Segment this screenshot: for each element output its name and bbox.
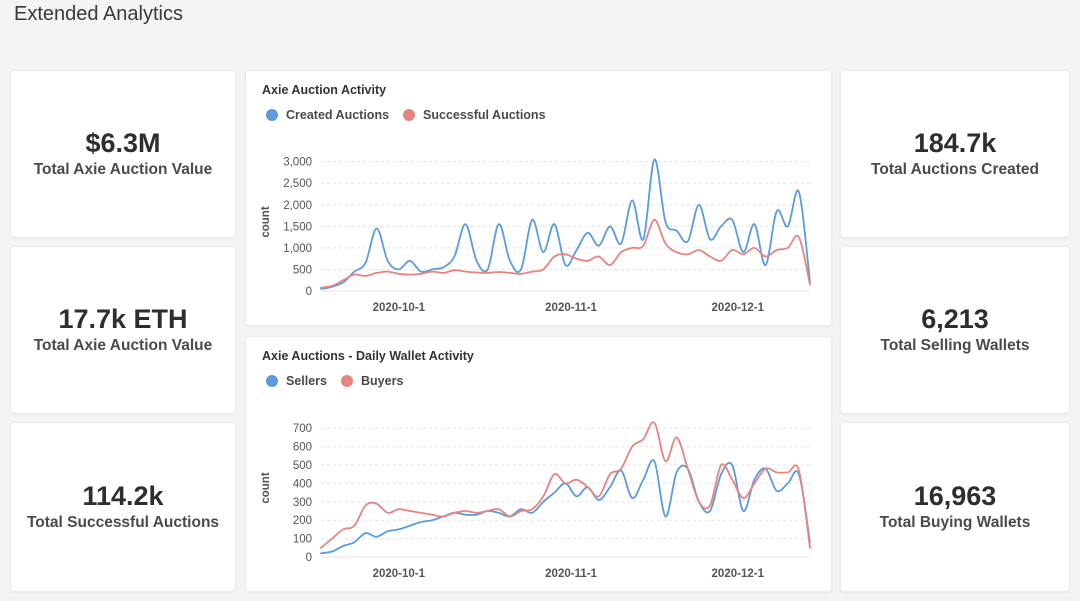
series-line-created-auctions <box>320 158 811 290</box>
stat-card-auctions-created: 184.7k Total Auctions Created <box>840 70 1070 238</box>
legend-label: Buyers <box>361 374 404 388</box>
y-tick-label: 600 <box>293 442 312 454</box>
legend-dot-icon <box>266 109 278 121</box>
x-tick-label: 2020-10-1 <box>373 302 426 314</box>
y-tick-label: 100 <box>293 534 312 546</box>
legend-label: Sellers <box>286 374 328 388</box>
chart-legend: Sellers Buyers <box>266 374 417 388</box>
y-tick-label: 0 <box>306 286 312 298</box>
stat-label: Total Buying Wallets <box>879 513 1031 531</box>
stat-value: $6.3M <box>85 128 161 159</box>
x-tick-label: 2020-11-1 <box>545 302 597 314</box>
chart-legend: Created Auctions Successful Auctions <box>266 108 560 122</box>
stat-card-successful-auctions: 114.2k Total Successful Auctions <box>10 422 236 592</box>
stat-value: 114.2k <box>82 481 164 512</box>
y-tick-label: 1,000 <box>283 243 312 255</box>
series-line-successful-auctions <box>320 218 811 289</box>
line-chart-wallet-activity[interactable]: 0 100 200 300 400 500 600 700 2020-10-1 2020-11-1… <box>246 337 833 593</box>
x-tick-label: 2020-11-1 <box>545 568 597 580</box>
series-line-buyers <box>320 421 811 549</box>
legend-dot-icon <box>403 109 416 121</box>
series-line-sellers <box>320 459 811 555</box>
y-tick-label: 400 <box>293 478 312 490</box>
legend-item-successful-auctions[interactable]: Successful Auctions <box>403 108 546 122</box>
y-tick-label: 300 <box>293 497 312 509</box>
y-tick-label: 2,000 <box>283 200 312 212</box>
x-tick-label: 2020-12-1 <box>712 302 765 314</box>
chart-title: Axie Auction Activity <box>262 83 387 97</box>
legend-dot-icon <box>341 375 354 387</box>
legend-item-buyers[interactable]: Buyers <box>341 374 403 388</box>
x-tick-label: 2020-10-1 <box>373 568 426 580</box>
x-tick-label: 2020-12-1 <box>712 568 765 580</box>
y-tick-label: 1,500 <box>283 221 312 233</box>
stat-label: Total Axie Auction Value <box>33 336 213 354</box>
stat-card-auction-value-eth: 17.7k ETH Total Axie Auction Value <box>10 246 236 414</box>
stat-label: Total Axie Auction Value <box>33 160 213 178</box>
legend-item-created-auctions[interactable]: Created Auctions <box>266 108 389 122</box>
legend-item-sellers[interactable]: Sellers <box>266 374 327 388</box>
y-tick-label: 500 <box>293 264 312 276</box>
y-axis-label: count <box>260 206 272 237</box>
stat-card-buying-wallets: 16,963 Total Buying Wallets <box>840 422 1070 592</box>
chart-title: Axie Auctions - Daily Wallet Activity <box>262 349 474 363</box>
y-axis-label: count <box>260 472 272 503</box>
y-tick-label: 3,000 <box>283 157 312 169</box>
y-tick-label: 500 <box>293 460 312 472</box>
stat-value: 16,963 <box>913 481 997 512</box>
y-tick-label: 700 <box>293 423 312 435</box>
stat-value: 184.7k <box>913 128 997 159</box>
stat-value: 17.7k ETH <box>58 304 188 335</box>
page-title: Extended Analytics <box>14 3 183 25</box>
chart-card-auction-activity: Axie Auction Activity Created Auctions S… <box>245 70 832 326</box>
y-tick-label: 2,500 <box>283 178 312 190</box>
stat-label: Total Successful Auctions <box>26 513 220 531</box>
stat-card-selling-wallets: 6,213 Total Selling Wallets <box>840 246 1070 414</box>
stat-label: Total Auctions Created <box>871 160 1039 178</box>
stat-card-auction-value-usd: $6.3M Total Axie Auction Value <box>10 70 236 238</box>
legend-label: Created Auctions <box>286 108 390 122</box>
y-tick-label: 200 <box>293 515 312 527</box>
legend-label: Successful Auctions <box>423 108 546 122</box>
line-chart-auction-activity[interactable]: 0 500 1,000 1,500 2,000 2,500 3,000 2020-10-1 20… <box>246 71 833 327</box>
y-tick-label: 0 <box>306 552 312 564</box>
chart-card-wallet-activity: Axie Auctions - Daily Wallet Activity Se… <box>245 336 832 592</box>
legend-dot-icon <box>266 375 278 387</box>
stat-label: Total Selling Wallets <box>880 336 1030 354</box>
stat-value: 6,213 <box>921 304 989 335</box>
